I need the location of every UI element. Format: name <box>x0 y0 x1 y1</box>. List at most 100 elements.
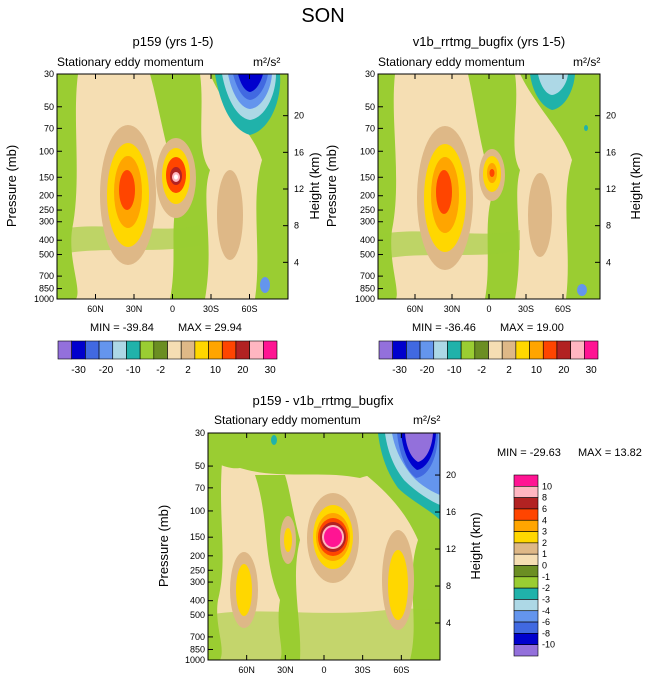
colorbar-label: 2 <box>185 365 191 376</box>
y-tick-label: 150 <box>190 532 205 542</box>
y2-tick-label: 20 <box>294 111 304 121</box>
colorbar-swatch <box>85 340 100 360</box>
x-tick-label: 60S <box>241 304 257 314</box>
x-tick-label: 0 <box>486 304 491 314</box>
units-label: m²/s² <box>413 413 440 427</box>
contour-small-blue <box>260 277 270 293</box>
colorbar-swatch <box>460 340 476 360</box>
y2-tick-label: 12 <box>606 184 616 194</box>
panel-difference: p159 - v1b_rrtmg_bugfix Stationary eddy … <box>156 393 642 675</box>
colorbar-swatch <box>513 633 539 645</box>
y-axis-label: Pressure (mb) <box>4 145 19 227</box>
colorbar-label: 10 <box>531 365 543 376</box>
y-tick-label: 70 <box>195 483 205 493</box>
y-tick-label: 100 <box>190 506 205 516</box>
y-tick-label: 300 <box>360 217 375 227</box>
y-tick-label: 1000 <box>185 655 205 665</box>
y2-tick-label: 16 <box>294 147 304 157</box>
figure-title: SON <box>301 5 344 27</box>
y2-tick-label: 16 <box>606 147 616 157</box>
colorbar-swatch <box>406 340 421 360</box>
y-tick-label: 1000 <box>34 294 54 304</box>
y-tick-label: 150 <box>360 172 375 182</box>
colorbar-swatch <box>392 340 407 360</box>
y-tick-label: 50 <box>195 461 205 471</box>
colorbar-label: 30 <box>586 365 598 376</box>
x-tick-label: 60N <box>407 304 424 314</box>
y-tick-label: 70 <box>365 123 375 133</box>
colorbar-label: -10 <box>126 365 141 376</box>
y-tick-label: 200 <box>39 191 54 201</box>
colorbar-label: -20 <box>420 365 435 376</box>
contour-purple <box>405 433 433 462</box>
y-tick-label: 100 <box>360 146 375 156</box>
contour-field <box>57 74 288 299</box>
y-tick-label: 700 <box>39 271 54 281</box>
y-tick-label: 500 <box>360 250 375 260</box>
colorbar-label: -30 <box>71 365 86 376</box>
contour-field <box>208 433 440 660</box>
y-tick-label: 150 <box>39 172 54 182</box>
contour-tan-right <box>217 170 243 260</box>
colorbar-swatch <box>513 474 539 487</box>
x-tick-label: 0 <box>170 304 175 314</box>
contour-green-left <box>208 460 223 660</box>
y-tick-label: 700 <box>360 271 375 281</box>
x-tick-label: 60N <box>238 665 255 675</box>
y-axis-label: Pressure (mb) <box>324 145 339 227</box>
x-tick-label: 60N <box>87 304 104 314</box>
y-tick-label: 200 <box>360 191 375 201</box>
min-label: MIN = -36.46 <box>412 322 476 334</box>
colorbar-swatch <box>378 340 393 360</box>
y-tick-label: 250 <box>360 205 375 215</box>
colorbar-swatch <box>513 621 539 634</box>
colorbar-swatch <box>513 587 539 600</box>
colorbar-swatch <box>488 340 503 360</box>
contour-tan-right <box>528 173 552 257</box>
colorbar-swatch <box>570 340 585 360</box>
units-label: m²/s² <box>573 55 600 69</box>
contour-red-west <box>119 170 135 210</box>
colorbar-label: 1 <box>542 549 547 559</box>
y-tick-label: 100 <box>39 146 54 156</box>
colorbar-label: 8 <box>542 493 547 503</box>
y-tick-label: 850 <box>360 284 375 294</box>
contour-yellow-right <box>388 550 408 620</box>
colorbar-swatch <box>501 340 517 360</box>
y-tick-label: 500 <box>39 250 54 260</box>
contour-red-eq <box>489 169 495 177</box>
colorbar-swatch <box>513 497 539 510</box>
y2-tick-label: 12 <box>446 544 456 554</box>
panel-title: p159 (yrs 1-5) <box>133 34 214 49</box>
colorbar-label: 10 <box>542 481 552 491</box>
colorbar-swatch <box>249 340 264 360</box>
x-tick-label: 30S <box>518 304 534 314</box>
colorbar-label: -2 <box>477 365 486 376</box>
colorbar-swatch <box>529 340 544 360</box>
min-label: MIN = -29.63 <box>497 447 561 459</box>
y-tick-label: 30 <box>44 69 54 79</box>
colorbar-swatch <box>180 340 196 360</box>
colorbar-swatch <box>139 340 155 360</box>
colorbar-swatch <box>71 340 86 360</box>
x-tick-label: 60S <box>393 665 409 675</box>
panel-subtitle: Stationary eddy momentum <box>378 55 525 69</box>
panel-p159: p159 (yrs 1-5) Stationary eddy momentum … <box>4 34 322 334</box>
colorbar-swatch <box>208 340 223 360</box>
panel-title: v1b_rrtmg_bugfix (yrs 1-5) <box>413 34 565 49</box>
colorbar-swatch <box>513 519 539 532</box>
y-tick-label: 500 <box>190 610 205 620</box>
panel-title: p159 - v1b_rrtmg_bugfix <box>253 393 394 408</box>
y2-axis-label: Height (km) <box>628 152 643 219</box>
contour-green-right <box>520 74 600 299</box>
x-tick-label: 60S <box>555 304 571 314</box>
colorbar-label: -3 <box>542 594 550 604</box>
colorbar-label: -10 <box>542 640 555 650</box>
colorbar-label: 30 <box>265 365 277 376</box>
contour-yellow-west <box>236 564 252 616</box>
colorbar-label: -30 <box>392 365 407 376</box>
axes: 60N 30N 0 30S 60S 30 50 70 100 150 200 250 300 400 500… <box>355 69 616 314</box>
colorbar-swatch <box>513 610 539 623</box>
axes: 60N 30N 0 30S 60S 30 50 70 100 150 200 250 300 400 500… <box>185 428 456 675</box>
x-tick-label: 30S <box>355 665 371 675</box>
